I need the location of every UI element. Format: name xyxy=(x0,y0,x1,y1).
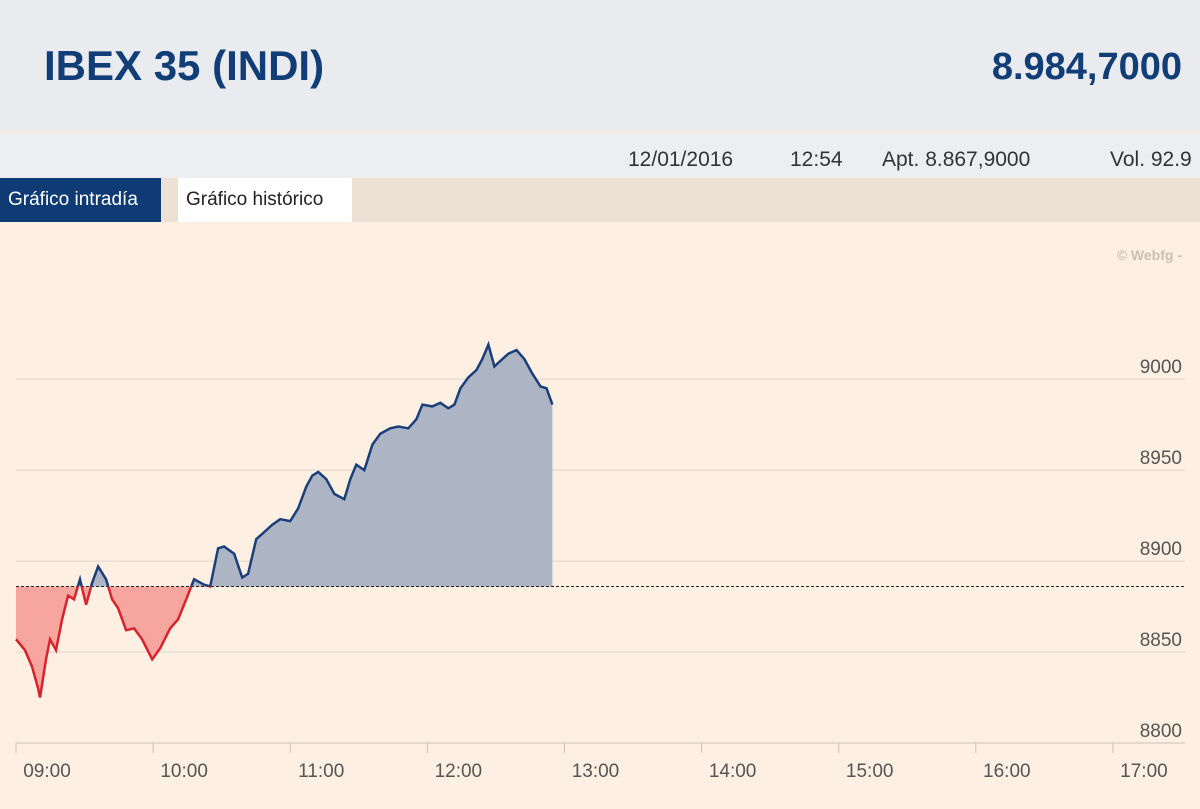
x-tick-label: 16:00 xyxy=(983,761,1031,782)
x-tick-label: 14:00 xyxy=(709,761,757,782)
y-tick-label: 8850 xyxy=(1140,630,1182,651)
time: 12:54 xyxy=(790,148,843,171)
instrument-title: IBEX 35 (INDI) xyxy=(44,42,325,89)
info-bar: 12/01/2016 12:54 Apt. 8.867,9000 Vol. 92… xyxy=(0,134,1200,178)
header: IBEX 35 (INDI) 8.984,7000 xyxy=(0,0,1200,134)
x-tick-label: 13:00 xyxy=(572,761,620,782)
source-note: © Webfg - xyxy=(1117,247,1183,263)
x-tick-label: 15:00 xyxy=(846,761,894,782)
date: 12/01/2016 xyxy=(628,148,734,171)
tab[interactable]: Gráfico histórico xyxy=(178,178,352,222)
last-price: 8.984,7000 xyxy=(991,46,1182,88)
tab[interactable]: Gráfico intradía xyxy=(0,178,161,222)
tab-bar: Gráfico intradía Gráfico histórico xyxy=(0,178,1200,222)
x-tick-label: 10:00 xyxy=(160,761,208,782)
line-down xyxy=(15,586,212,698)
line-up xyxy=(76,340,554,587)
x-tick-label: 11:00 xyxy=(298,761,344,782)
y-tick-label: 9000 xyxy=(1140,357,1182,378)
area-down xyxy=(16,586,192,698)
y-tick-label: 8900 xyxy=(1140,539,1182,560)
open-price: Apt. 8.867,9000 xyxy=(882,148,1031,171)
y-tick-label: 8950 xyxy=(1140,448,1182,469)
x-tick-label: 09:00 xyxy=(23,761,71,782)
volume: Vol. 92.9 xyxy=(1110,148,1192,171)
area-up xyxy=(16,344,553,587)
y-tick-label: 8800 xyxy=(1140,721,1182,742)
x-tick-label: 17:00 xyxy=(1120,761,1168,782)
x-tick-label: 12:00 xyxy=(435,761,483,782)
